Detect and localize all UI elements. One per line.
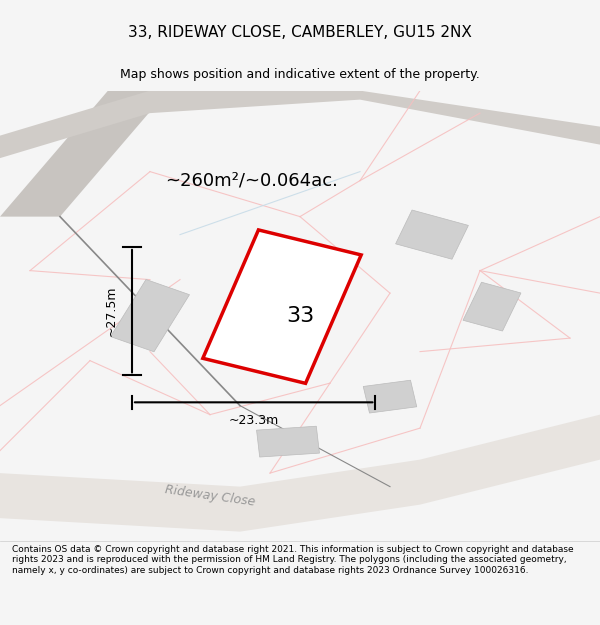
Polygon shape bbox=[463, 282, 521, 331]
Polygon shape bbox=[110, 279, 190, 352]
Polygon shape bbox=[203, 230, 361, 383]
Polygon shape bbox=[0, 414, 600, 532]
Text: ~27.5m: ~27.5m bbox=[104, 286, 118, 336]
Polygon shape bbox=[363, 380, 417, 413]
Polygon shape bbox=[395, 210, 469, 259]
Text: ~260m²/~0.064ac.: ~260m²/~0.064ac. bbox=[166, 172, 338, 189]
Polygon shape bbox=[0, 91, 600, 158]
Text: ~23.3m: ~23.3m bbox=[229, 414, 279, 427]
Text: 33: 33 bbox=[286, 306, 314, 326]
Text: 33, RIDEWAY CLOSE, CAMBERLEY, GU15 2NX: 33, RIDEWAY CLOSE, CAMBERLEY, GU15 2NX bbox=[128, 26, 472, 41]
Polygon shape bbox=[257, 426, 319, 457]
Polygon shape bbox=[0, 91, 168, 217]
Text: Rideway Close: Rideway Close bbox=[164, 483, 256, 508]
Text: Map shows position and indicative extent of the property.: Map shows position and indicative extent… bbox=[120, 68, 480, 81]
Text: Contains OS data © Crown copyright and database right 2021. This information is : Contains OS data © Crown copyright and d… bbox=[12, 545, 574, 574]
